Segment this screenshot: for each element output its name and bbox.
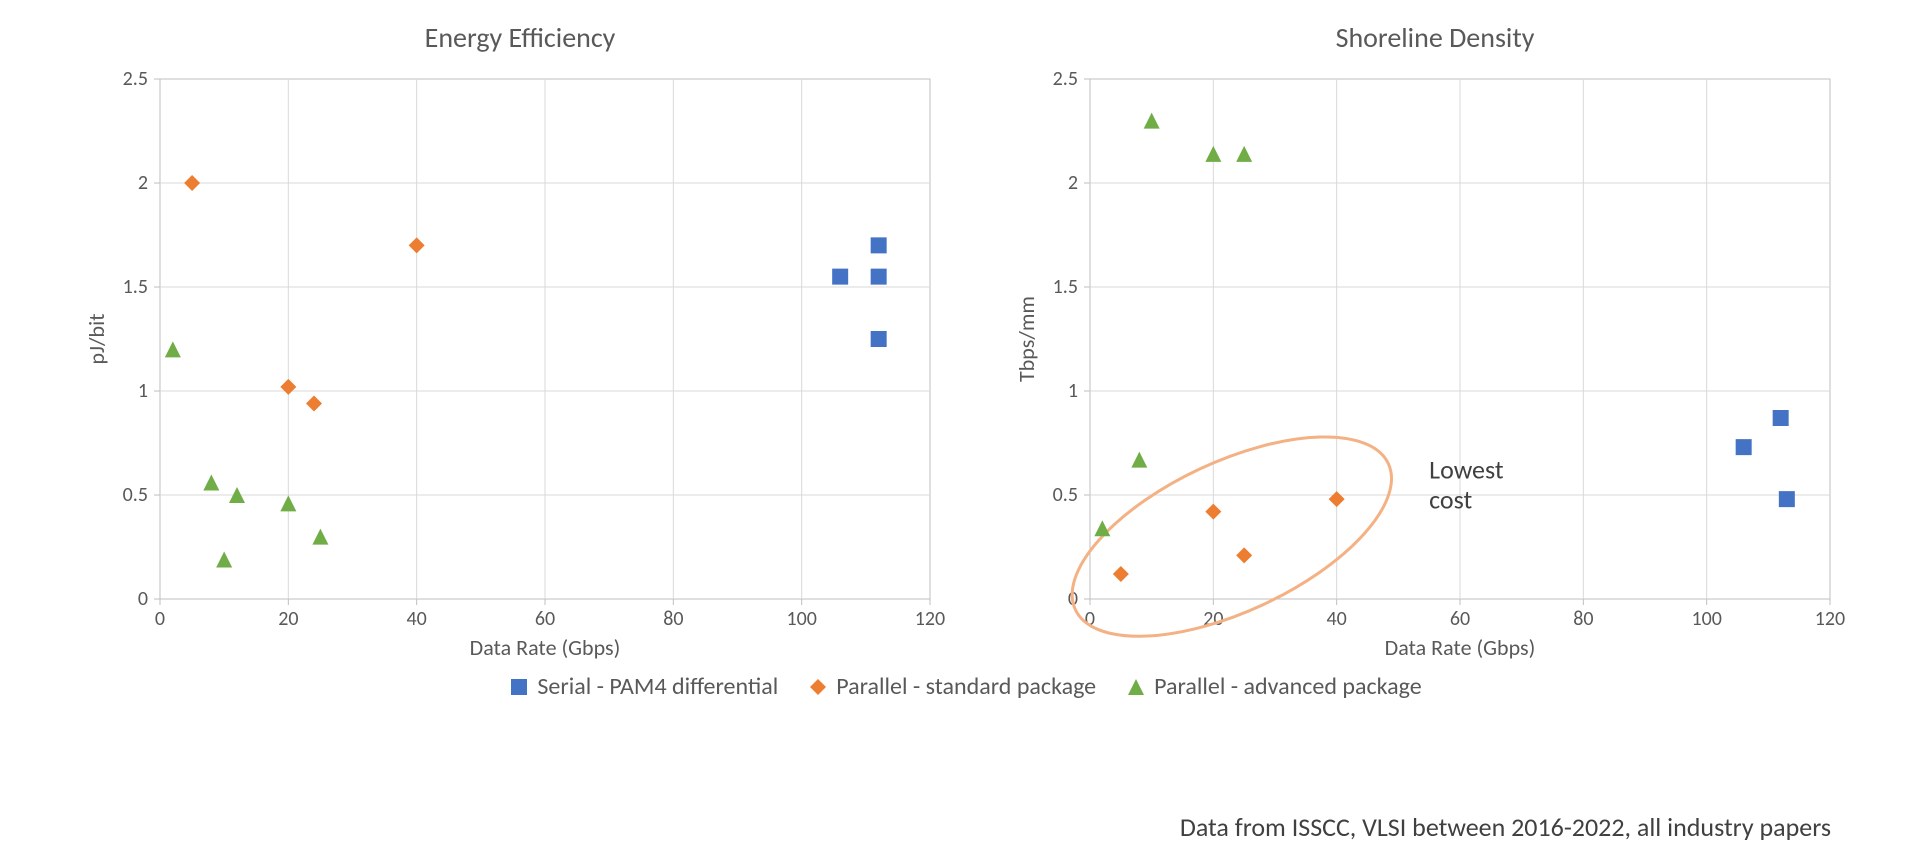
legend-item: Parallel - standard package	[808, 672, 1096, 701]
svg-text:1.5: 1.5	[123, 275, 148, 299]
y-axis-label: Tbps/mm	[1013, 296, 1040, 382]
y-axis-label: pJ/bit	[83, 313, 110, 364]
svg-text:40: 40	[407, 607, 427, 631]
legend-item: Parallel - advanced package	[1126, 672, 1422, 701]
data-source-caption: Data from ISSCC, VLSI between 2016-2022,…	[1180, 811, 1831, 843]
x-axis-label: Data Rate (Gbps)	[1385, 634, 1536, 659]
svg-text:0.5: 0.5	[123, 483, 148, 507]
svg-text:1: 1	[1068, 379, 1078, 403]
triangle-icon	[1126, 677, 1146, 697]
svg-text:1: 1	[138, 379, 148, 403]
square-icon	[509, 677, 529, 697]
charts-row: Energy Efficiency 0 20 40 60 80 100 120 0 0.5 1 1.…	[0, 0, 1931, 664]
svg-text:2.5: 2.5	[1053, 67, 1078, 91]
lowest-cost-label: cost	[1429, 483, 1472, 515]
data-point	[832, 269, 848, 285]
data-point	[1736, 439, 1752, 455]
svg-text:120: 120	[915, 607, 945, 631]
legend-item: Serial - PAM4 differential	[509, 672, 778, 701]
svg-text:60: 60	[535, 607, 555, 631]
legend-label: Parallel - standard package	[836, 672, 1096, 701]
legend-label: Parallel - advanced package	[1154, 672, 1422, 701]
svg-text:2: 2	[1068, 171, 1078, 195]
svg-text:20: 20	[278, 607, 298, 631]
legend-label: Serial - PAM4 differential	[537, 672, 778, 701]
svg-text:40: 40	[1327, 607, 1347, 631]
right-chart-title: Shoreline Density	[1000, 20, 1870, 55]
svg-text:0: 0	[155, 607, 165, 631]
svg-text:80: 80	[1573, 607, 1593, 631]
svg-text:60: 60	[1450, 607, 1470, 631]
svg-text:120: 120	[1815, 607, 1845, 631]
data-point	[871, 237, 887, 253]
svg-text:2: 2	[138, 171, 148, 195]
diamond-icon	[808, 677, 828, 697]
data-point	[1773, 410, 1789, 426]
data-point	[871, 331, 887, 347]
left-chart-panel: Energy Efficiency 0 20 40 60 80 100 120 0 0.5 1 1.…	[60, 20, 980, 664]
svg-text:100: 100	[786, 607, 816, 631]
svg-text:2.5: 2.5	[123, 67, 148, 91]
lowest-cost-label: Lowest	[1429, 453, 1504, 485]
svg-text:100: 100	[1691, 607, 1721, 631]
left-chart-svg: 0 20 40 60 80 100 120 0 0.5 1 1.5 2 2.5 Data Rate (Gb…	[60, 59, 980, 659]
legend: Serial - PAM4 differential Parallel - sta…	[0, 672, 1931, 701]
data-point	[871, 269, 887, 285]
right-chart-svg: 02040608010012000.511.522.5Data Rate (Gb…	[1000, 59, 1870, 659]
page-root: { "colors": { "background": "#ffffff", "…	[0, 0, 1931, 863]
x-axis-label: Data Rate (Gbps)	[470, 634, 621, 659]
svg-text:0.5: 0.5	[1053, 483, 1078, 507]
svg-text:80: 80	[663, 607, 683, 631]
left-chart-title: Energy Efficiency	[60, 20, 980, 55]
svg-text:0: 0	[138, 587, 148, 611]
right-chart-panel: Shoreline Density 02040608010012000.511.…	[1000, 20, 1870, 664]
svg-text:1.5: 1.5	[1053, 275, 1078, 299]
data-point	[1779, 491, 1795, 507]
